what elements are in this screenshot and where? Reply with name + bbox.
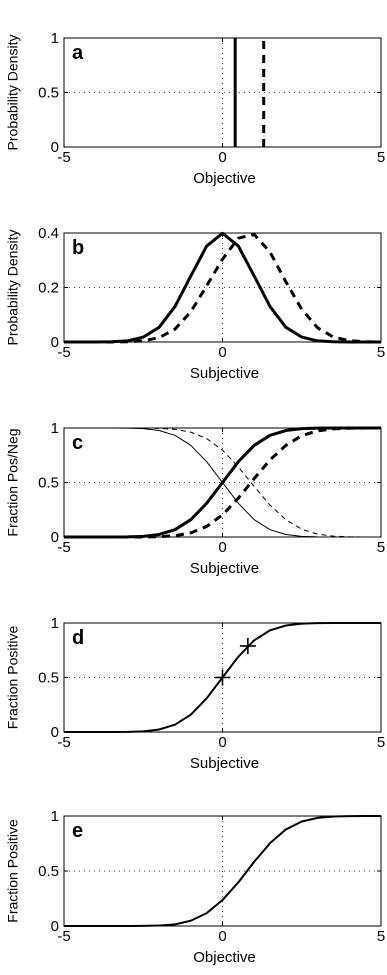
x-tick-label: -5 [57,734,70,751]
panel-letter: e [72,820,83,842]
panel-letter: d [72,627,84,649]
x-tick-label: 0 [218,734,226,751]
y-tick-label: 0.2 [38,280,59,297]
series-line-b-2 [64,232,382,344]
plot-frame [63,37,382,148]
y-tick-label: 1 [51,615,59,632]
y-axis-label: Probability Density [5,35,21,151]
x-tick-label: -5 [57,539,70,556]
x-tick-label: -5 [57,149,70,166]
panel-letter: c [72,432,83,454]
x-tick-label: 0 [218,344,226,361]
y-tick-label: 0 [51,529,59,546]
marker-plus-1 [214,669,231,686]
y-tick-label: 1 [51,420,59,437]
x-tick-label: 0 [218,149,226,166]
y-tick-label: 1 [51,30,59,47]
x-tick-label: 5 [377,928,385,945]
x-tick-label: 0 [218,928,226,945]
x-axis-label: Subjective [190,755,259,772]
y-tick-label: 0.5 [38,670,59,687]
x-tick-label: 5 [377,149,385,166]
y-tick-label: 0.4 [38,225,59,242]
y-tick-label: 0 [51,724,59,741]
x-tick-label: 5 [377,539,385,556]
y-tick-label: 0 [51,139,59,156]
y-tick-label: 0.5 [38,85,59,102]
y-tick-label: 0 [51,918,59,935]
y-tick-label: 0.5 [38,863,59,880]
x-axis-label: Objective [193,170,256,187]
x-tick-label: 5 [377,734,385,751]
y-axis-label: Fraction Positive [5,626,21,730]
panel-letter: b [72,237,84,259]
panel-letter: a [72,42,84,64]
x-axis-label: Objective [193,949,256,966]
series-line-b-1 [64,231,381,344]
y-tick-label: 0 [51,334,59,351]
x-tick-label: -5 [57,928,70,945]
x-axis-label: Subjective [190,365,259,382]
y-axis-label: Fraction Pos/Neg [5,428,21,536]
x-tick-label: -5 [57,344,70,361]
plot-frame [63,232,382,343]
y-tick-label: 0.5 [38,475,59,492]
y-axis-label: Probability Density [5,230,21,346]
y-tick-label: 1 [51,808,59,825]
y-axis-label: Fraction Positive [5,819,21,923]
x-tick-label: 5 [377,344,385,361]
series-line-c-3 [64,427,381,538]
x-tick-label: 0 [218,539,226,556]
marker-plus-2 [239,637,256,654]
x-axis-label: Subjective [190,560,259,577]
series-line-c-4 [64,427,381,538]
